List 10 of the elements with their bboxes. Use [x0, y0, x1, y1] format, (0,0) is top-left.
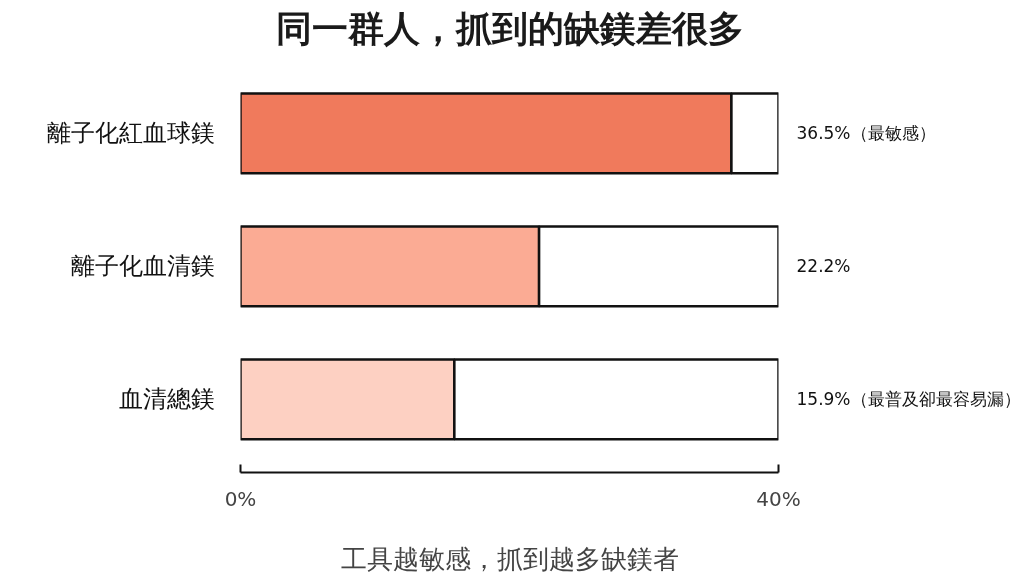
y-tick-label: 離子化紅血球鎂	[46, 119, 215, 148]
text: 22.2%	[796, 256, 851, 277]
text: 15.9%（最普及卻最容易漏）	[796, 389, 1021, 410]
x-tick-label: 0%	[224, 486, 257, 511]
chart-title: 同一群人，抓到的缺鎂差很多	[275, 7, 744, 49]
text: 36.5%（最敏感）	[796, 123, 936, 144]
y-tick-label: 離子化血清鎂	[70, 252, 215, 281]
x-tick-label: 40%	[756, 486, 801, 511]
y-tick-label: 血清總鎂	[118, 385, 215, 414]
x-axis-title: 工具越敏感，抓到越多缺鎂者	[340, 543, 679, 574]
